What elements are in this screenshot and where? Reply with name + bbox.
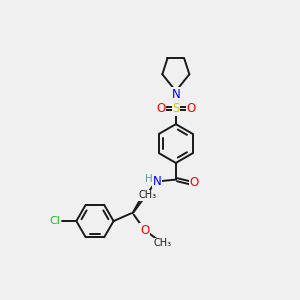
Text: CH₃: CH₃	[154, 238, 172, 248]
Text: O: O	[156, 102, 166, 115]
Text: O: O	[186, 102, 196, 115]
Text: H: H	[145, 174, 152, 184]
Text: N: N	[172, 88, 180, 101]
Text: CH₃: CH₃	[138, 190, 156, 200]
Text: O: O	[140, 224, 149, 237]
Text: N: N	[153, 175, 161, 188]
Text: Cl: Cl	[50, 216, 61, 226]
Text: O: O	[190, 176, 199, 189]
Text: S: S	[172, 102, 179, 115]
